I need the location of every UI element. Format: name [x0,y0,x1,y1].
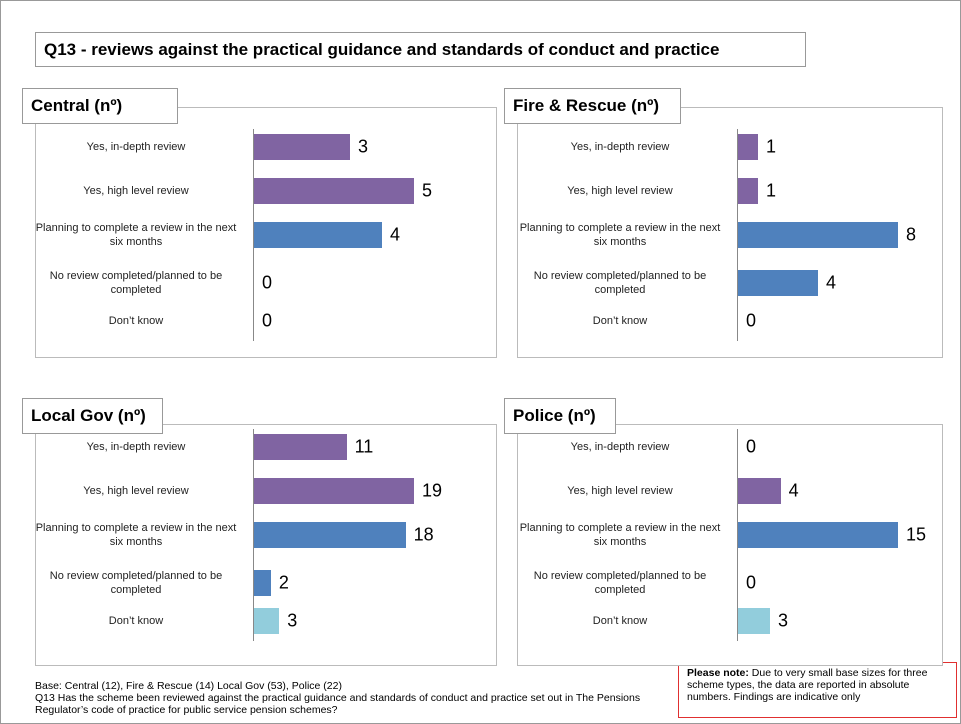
category-label: Yes, high level review [83,185,189,197]
value-label: 3 [287,610,298,631]
value-label: 3 [778,610,789,631]
category-label: Yes, in-depth review [570,141,670,153]
value-label: 0 [746,310,757,331]
question-note: Q13 Has the scheme been reviewed against… [35,692,641,716]
base-note: Base: Central (12), Fire & Rescue (14) L… [35,680,342,692]
value-label: 1 [766,180,777,201]
category-label: Don’t know [592,315,648,327]
bar [738,478,781,504]
bar [254,478,414,504]
category-label: Planning to complete a review in the nex… [35,222,237,248]
axis-line [253,129,254,341]
value-label: 4 [390,224,401,245]
note-box: Please note: Due to very small base size… [678,662,957,718]
category-label: Don’t know [108,315,164,327]
chart-title: Police (nº) [504,398,616,434]
value-label: 5 [422,180,433,201]
category-label: Yes, high level review [567,485,673,497]
bar [738,222,898,248]
value-label: 1 [766,136,777,157]
bar [254,222,382,248]
category-label: Planning to complete a review in the nex… [519,222,721,248]
category-label: Don’t know [108,615,164,627]
category-label: Yes, in-depth review [86,141,186,153]
category-label: Yes, high level review [83,485,189,497]
bar [738,608,770,634]
bar [254,608,280,634]
bar [738,522,898,548]
note-label: Please note: [687,667,749,679]
bar [738,134,758,160]
axis-line [737,429,738,641]
value-label: 18 [413,524,434,545]
category-label: Yes, in-depth review [86,441,186,453]
chart-title: Central (nº) [22,88,178,124]
chart-title: Local Gov (nº) [22,398,163,434]
value-label: 3 [358,136,369,157]
bar [254,434,347,460]
bar [738,270,818,296]
category-label: No review completed/planned to be comple… [533,270,707,296]
value-label: 19 [422,480,443,501]
category-label: No review completed/planned to be comple… [49,570,223,596]
bar [254,522,406,548]
value-label: 11 [354,436,374,457]
bar [254,570,271,596]
slide-title: Q13 - reviews against the practical guid… [35,32,806,67]
value-label: 0 [262,272,273,293]
value-label: 0 [746,436,757,457]
value-label: 8 [906,224,917,245]
category-label: Planning to complete a review in the nex… [35,522,237,548]
value-label: 15 [906,524,927,545]
category-label: No review completed/planned to be comple… [533,570,707,596]
value-label: 0 [746,572,757,593]
category-label: Yes, high level review [567,185,673,197]
category-label: Don’t know [592,615,648,627]
category-label: Planning to complete a review in the nex… [519,522,721,548]
chart-title: Fire & Rescue (nº) [504,88,681,124]
axis-line [737,129,738,341]
bar [254,178,414,204]
note-text: Due to very small base sizes for three s… [687,667,928,703]
category-label: Yes, in-depth review [570,441,670,453]
bar [254,134,350,160]
category-label: No review completed/planned to be comple… [49,270,223,296]
value-label: 0 [262,310,273,331]
value-label: 4 [826,272,837,293]
value-label: 2 [278,572,289,593]
value-label: 4 [788,480,799,501]
axis-line [253,429,254,641]
bar [738,178,758,204]
